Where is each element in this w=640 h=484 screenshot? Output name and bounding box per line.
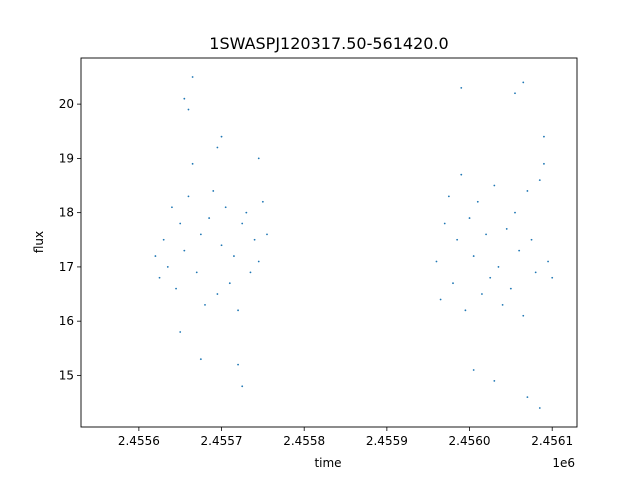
data-point: [257, 157, 260, 160]
x-axis-label: time: [314, 456, 341, 470]
data-point: [208, 217, 211, 219]
data-point: [224, 206, 227, 209]
y-tick-label: 19: [59, 151, 74, 165]
data-point: [435, 260, 438, 263]
data-point: [522, 81, 525, 84]
data-point: [481, 293, 483, 295]
data-point: [249, 271, 252, 274]
data-point: [534, 271, 537, 274]
plot-area-frame: [80, 57, 578, 428]
data-point: [204, 304, 206, 306]
data-point: [266, 233, 268, 236]
data-point: [530, 238, 533, 241]
data-point: [485, 233, 487, 236]
data-point: [216, 293, 219, 295]
x-tick-label: 2.4561: [531, 434, 573, 448]
x-tick-label: 2.4558: [283, 434, 325, 448]
data-point: [220, 244, 223, 247]
data-point: [261, 200, 264, 203]
data-point: [158, 276, 161, 279]
data-point: [518, 249, 521, 252]
y-tick-label: 18: [59, 206, 74, 220]
data-point: [439, 298, 442, 301]
data-point: [233, 255, 235, 257]
data-point: [497, 266, 500, 268]
data-points: [154, 76, 554, 409]
data-point: [179, 331, 182, 333]
x-tick-label: 2.4560: [449, 434, 491, 448]
data-point: [526, 190, 529, 192]
data-point: [514, 211, 516, 214]
data-point: [514, 92, 516, 95]
data-point: [489, 276, 492, 279]
data-point: [493, 379, 496, 382]
data-point: [212, 190, 215, 192]
data-point: [191, 76, 194, 78]
data-point: [472, 369, 475, 371]
data-point: [187, 195, 190, 198]
y-tick-label: 17: [59, 260, 74, 274]
data-point: [241, 222, 244, 225]
y-tick-label: 15: [59, 368, 74, 382]
y-tick-label: 16: [59, 314, 74, 328]
data-point: [195, 271, 198, 274]
y-axis-ticks: 15 16 17 18 19 20: [59, 97, 81, 382]
data-point: [522, 314, 525, 317]
data-point: [543, 162, 545, 165]
data-point: [526, 396, 529, 399]
data-point: [166, 266, 169, 268]
data-point: [171, 206, 173, 209]
data-point: [199, 358, 202, 361]
data-point: [476, 200, 479, 203]
y-axis-label: flux: [32, 231, 46, 253]
data-point: [216, 146, 219, 149]
chart-title: 1SWASPJ120317.50-561420.0: [209, 34, 448, 53]
data-point: [220, 135, 223, 138]
data-point: [199, 233, 202, 236]
data-point: [509, 287, 512, 290]
x-tick-label: 2.4556: [118, 434, 160, 448]
data-point: [237, 363, 239, 366]
data-point: [187, 108, 190, 111]
x-axis-offset-label: 1e6: [552, 456, 575, 470]
data-point: [179, 222, 182, 225]
data-point: [456, 238, 459, 241]
data-point: [175, 287, 177, 290]
data-point: [191, 162, 194, 165]
x-tick-label: 2.4559: [366, 434, 408, 448]
x-axis-ticks: 2.4556 2.4557 2.4558 2.4559 2.4560 2.4561: [118, 427, 573, 448]
data-point: [257, 260, 260, 263]
data-point: [551, 276, 554, 279]
data-point: [460, 173, 463, 176]
data-point: [183, 249, 186, 252]
data-point: [443, 222, 446, 225]
data-point: [460, 86, 463, 89]
data-point: [472, 255, 475, 257]
data-point: [543, 135, 545, 138]
data-point: [538, 179, 541, 181]
data-point: [505, 228, 508, 230]
data-point: [237, 309, 239, 312]
data-point: [501, 304, 504, 306]
data-point: [547, 260, 549, 263]
data-point: [452, 282, 454, 285]
data-point: [538, 407, 541, 409]
data-point: [253, 238, 256, 241]
y-tick-label: 20: [59, 97, 74, 111]
data-point: [245, 211, 248, 214]
data-point: [228, 282, 231, 285]
data-point: [183, 97, 186, 100]
data-point: [493, 184, 496, 187]
data-point: [154, 255, 157, 257]
x-tick-label: 2.4557: [201, 434, 243, 448]
data-point: [162, 238, 165, 241]
data-point: [447, 195, 450, 198]
data-point: [464, 309, 467, 312]
data-point: [241, 385, 244, 388]
data-point: [468, 217, 471, 219]
